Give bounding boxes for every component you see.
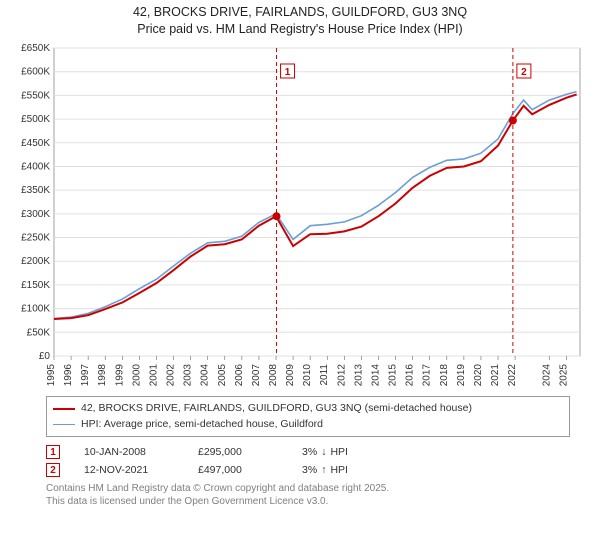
x-tick-label: 2008: [268, 363, 279, 386]
x-tick-label: 2006: [234, 363, 245, 386]
marker-delta-suffix: HPI: [330, 464, 348, 476]
x-tick-label: 2001: [148, 363, 159, 386]
trade-dot: [273, 212, 281, 220]
legend-swatch: [53, 408, 75, 410]
marker-date: 12-NOV-2021: [84, 464, 174, 476]
x-tick-label: 2013: [353, 363, 364, 386]
x-tick-label: 2019: [456, 363, 467, 386]
title-line-2: Price paid vs. HM Land Registry's House …: [0, 21, 600, 38]
x-tick-label: 1995: [46, 363, 57, 386]
y-tick-label: £200K: [21, 256, 50, 267]
legend: 42, BROCKS DRIVE, FAIRLANDS, GUILDFORD, …: [46, 396, 570, 438]
x-tick-label: 2017: [422, 363, 433, 386]
footer-line-1: Contains HM Land Registry data © Crown c…: [46, 483, 570, 496]
y-tick-label: £50K: [27, 327, 51, 338]
legend-swatch: [53, 424, 75, 425]
trade-badge-number: 1: [285, 67, 291, 78]
x-tick-label: 1999: [114, 363, 125, 386]
marker-delta-pct: 3%: [302, 446, 317, 458]
y-tick-label: £0: [39, 351, 51, 362]
arrow-up-icon: ↑: [321, 464, 326, 476]
marker-date: 10-JAN-2008: [84, 446, 174, 458]
x-tick-label: 2024: [541, 363, 552, 386]
marker-row: 1 10-JAN-2008 £295,000 3% ↓ HPI: [46, 443, 570, 461]
title-line-1: 42, BROCKS DRIVE, FAIRLANDS, GUILDFORD, …: [0, 4, 600, 21]
x-tick-label: 2002: [166, 363, 177, 386]
legend-row: HPI: Average price, semi-detached house,…: [53, 417, 563, 433]
y-tick-label: £350K: [21, 185, 50, 196]
x-tick-label: 2016: [405, 363, 416, 386]
marker-badge: 2: [46, 463, 60, 477]
arrow-down-icon: ↓: [321, 446, 326, 458]
x-tick-label: 2020: [473, 363, 484, 386]
x-tick-label: 2011: [319, 363, 330, 385]
x-tick-label: 1996: [63, 363, 74, 386]
marker-delta-suffix: HPI: [330, 446, 348, 458]
x-tick-label: 2004: [200, 363, 211, 386]
x-tick-label: 2000: [131, 363, 142, 386]
y-tick-label: £650K: [21, 43, 50, 54]
x-tick-label: 2007: [251, 363, 262, 386]
marker-price: £295,000: [198, 446, 278, 458]
footer-line-2: This data is licensed under the Open Gov…: [46, 496, 570, 509]
footer: Contains HM Land Registry data © Crown c…: [46, 483, 570, 508]
y-tick-label: £250K: [21, 232, 50, 243]
marker-delta: 3% ↓ HPI: [302, 446, 348, 458]
x-tick-label: 2009: [285, 363, 296, 386]
y-tick-label: £400K: [21, 161, 50, 172]
x-tick-label: 2022: [507, 363, 518, 386]
x-tick-label: 2010: [302, 363, 313, 386]
y-tick-label: £600K: [21, 66, 50, 77]
x-tick-label: 2014: [370, 363, 381, 386]
chart-title-block: 42, BROCKS DRIVE, FAIRLANDS, GUILDFORD, …: [0, 0, 600, 40]
marker-badge: 1: [46, 445, 60, 459]
trade-markers: 1 10-JAN-2008 £295,000 3% ↓ HPI 2 12-NOV-2021 £4…: [46, 443, 570, 479]
x-tick-label: 2025: [558, 363, 569, 386]
legend-row: 42, BROCKS DRIVE, FAIRLANDS, GUILDFORD, …: [53, 401, 563, 417]
x-tick-label: 2021: [490, 363, 501, 386]
x-tick-label: 2015: [388, 363, 399, 386]
y-tick-label: £500K: [21, 114, 50, 125]
legend-label: HPI: Average price, semi-detached house,…: [81, 417, 323, 433]
trade-dot: [509, 116, 517, 124]
x-tick-label: 2005: [217, 363, 228, 386]
y-tick-label: £300K: [21, 209, 50, 220]
marker-delta: 3% ↑ HPI: [302, 464, 348, 476]
trade-badge-number: 2: [521, 67, 527, 78]
chart: £0 £50K £100K £150K £200K £250K £300K £350K £400…: [8, 42, 592, 390]
x-tick-label: 2018: [439, 363, 450, 386]
y-tick-label: £100K: [21, 303, 50, 314]
x-tick-label: 1997: [80, 363, 91, 386]
marker-price: £497,000: [198, 464, 278, 476]
legend-label: 42, BROCKS DRIVE, FAIRLANDS, GUILDFORD, …: [81, 401, 472, 417]
x-tick-label: 2003: [183, 363, 194, 386]
x-tick-label: 2012: [336, 363, 347, 386]
y-tick-label: £150K: [21, 280, 50, 291]
y-tick-label: £550K: [21, 90, 50, 101]
x-tick-label: 1998: [97, 363, 108, 386]
marker-row: 2 12-NOV-2021 £497,000 3% ↑ HPI: [46, 461, 570, 479]
marker-delta-pct: 3%: [302, 464, 317, 476]
y-tick-label: £450K: [21, 138, 50, 149]
chart-svg: £0 £50K £100K £150K £200K £250K £300K £350K £400…: [8, 42, 592, 390]
